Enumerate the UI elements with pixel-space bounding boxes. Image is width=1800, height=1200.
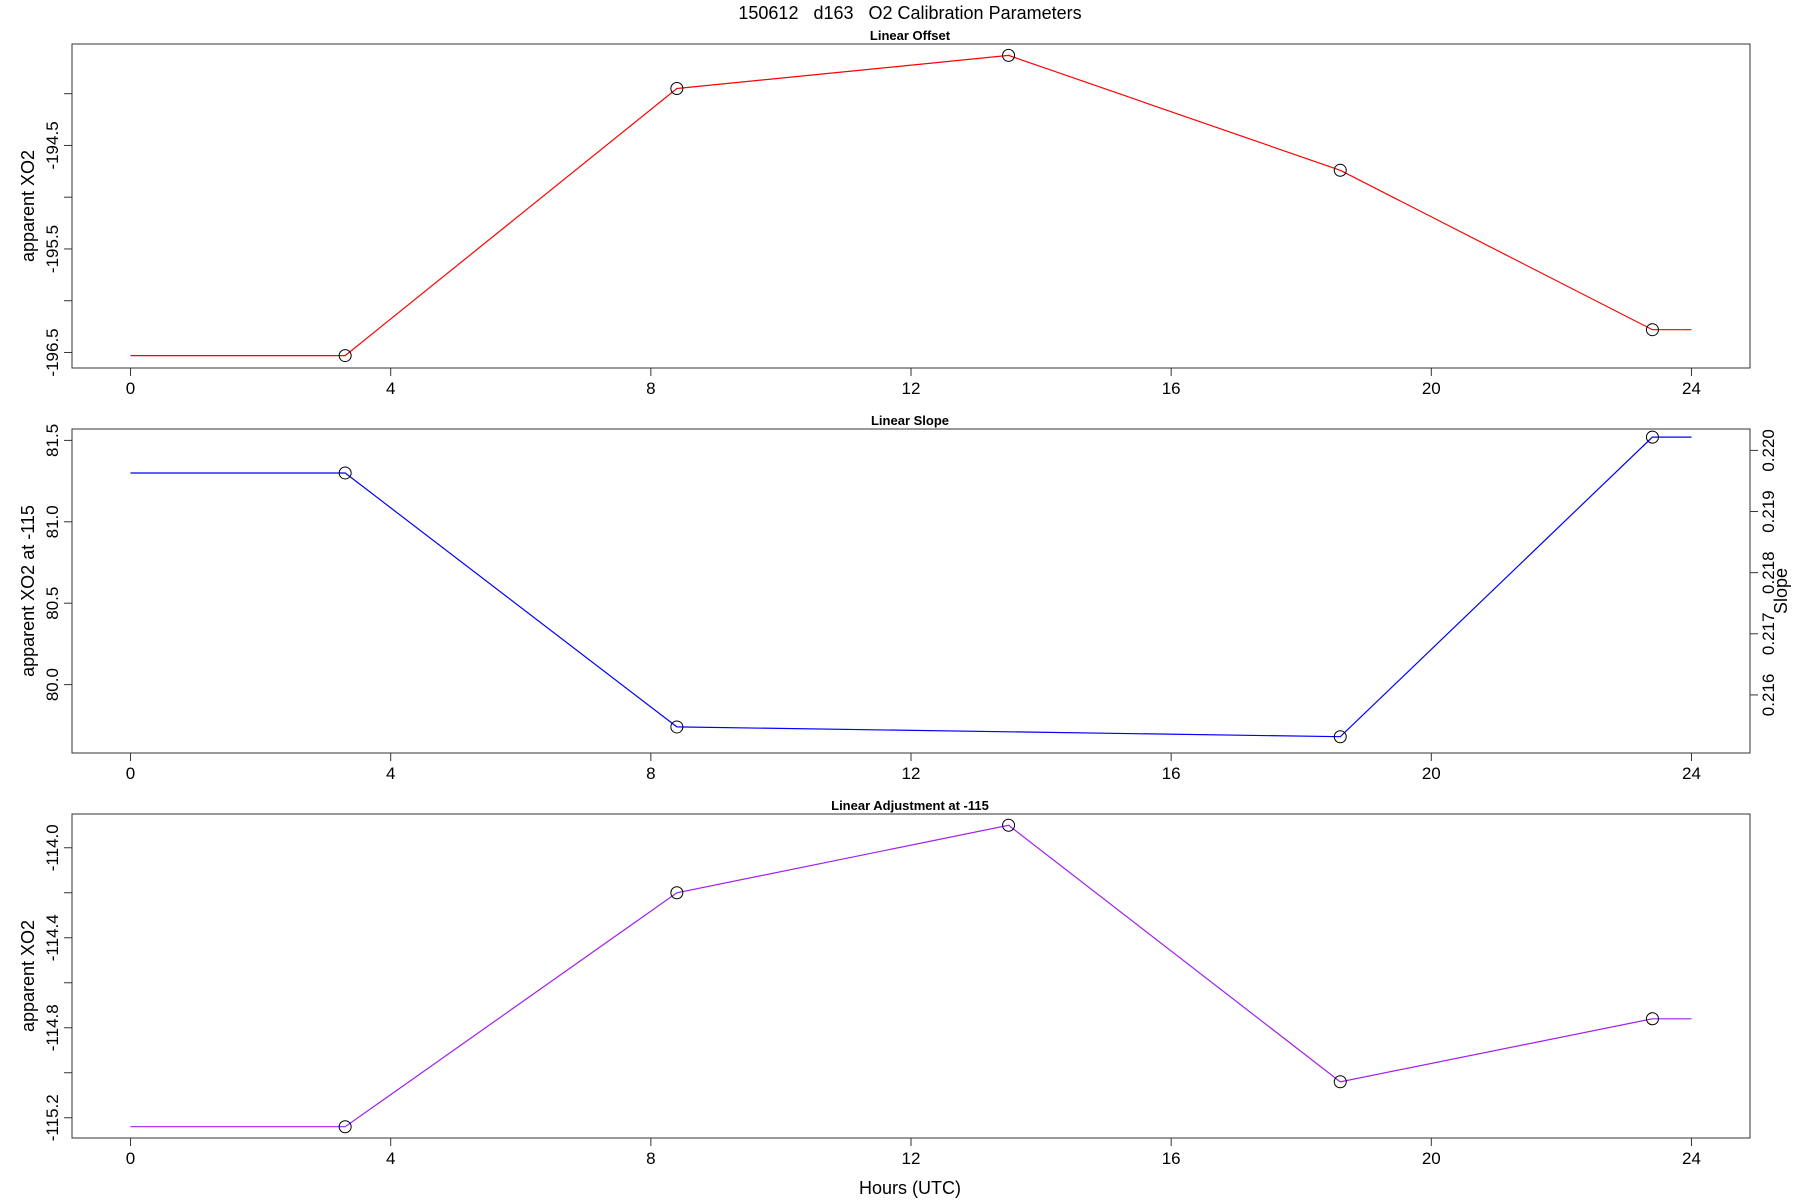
y-tick-label: 80.5: [43, 587, 62, 620]
right-y-tick-label: 0.219: [1759, 490, 1778, 533]
data-point-marker: [338, 1120, 352, 1134]
right-y-tick-label: 0.217: [1759, 613, 1778, 656]
x-tick-label: 20: [1422, 1149, 1441, 1168]
linear-offset-series-line: [130, 54, 1692, 357]
data-point-marker: [670, 886, 684, 900]
right-y-tick-label: 0.218: [1759, 551, 1778, 594]
x-tick-label: 24: [1682, 1149, 1701, 1168]
x-tick-label: 16: [1162, 1149, 1181, 1168]
right-y-tick-label: 0.220: [1759, 429, 1778, 472]
linear-slope-panel: Linear Slope 0 4 8 12 16 20 24 80.0 80.5 81.0 81.5 a…: [18, 413, 1791, 783]
y-tick-label: 81.5: [43, 424, 62, 457]
linear-offset-panel: Linear Offset 0 4 8 12 16 20 24 -196.5 -195.5 -194…: [18, 28, 1751, 398]
x-tick-label: 12: [902, 1149, 921, 1168]
linear-offset-plot-frame: [71, 43, 1751, 369]
data-point-marker: [1333, 1075, 1347, 1089]
x-tick-label: 24: [1682, 764, 1701, 783]
linear-adjustment-title: Linear Adjustment at -115: [831, 798, 989, 813]
x-tick-label: 4: [386, 1149, 395, 1168]
right-axis-label: Slope: [1771, 568, 1791, 614]
y-axis-label: apparent XO2: [18, 150, 38, 262]
linear-offset-title: Linear Offset: [870, 28, 951, 43]
x-tick-label: 16: [1162, 764, 1181, 783]
y-tick-label: -194.5: [43, 121, 62, 169]
x-tick-label: 0: [126, 379, 135, 398]
y-tick-label: -196.5: [43, 328, 62, 376]
linear-slope-series-line: [130, 436, 1692, 738]
data-point-marker: [1645, 1012, 1659, 1026]
data-point-marker: [1002, 48, 1016, 62]
y-tick-label: 80.0: [43, 668, 62, 701]
x-tick-label: 4: [386, 379, 395, 398]
x-tick-label: 4: [386, 764, 395, 783]
data-point-marker: [1333, 730, 1347, 744]
linear-adjustment-panel: Linear Adjustment at -115 0 4 8 12 16 20 24 -115…: [18, 798, 1751, 1168]
y-tick-label: -114.0: [43, 824, 62, 871]
data-point-marker: [1333, 163, 1347, 177]
data-point-marker: [338, 466, 352, 480]
x-tick-label: 8: [646, 379, 655, 398]
y-axis-label: apparent XO2: [18, 920, 38, 1032]
x-tick-label: 12: [902, 379, 921, 398]
data-point-marker: [338, 349, 352, 363]
x-tick-label: 20: [1422, 379, 1441, 398]
data-point-marker: [670, 720, 684, 734]
y-axis-label: apparent XO2 at -115: [18, 505, 38, 677]
y-tick-label: -115.2: [43, 1094, 62, 1141]
main-title: 150612 d163 O2 Calibration Parameters: [738, 3, 1081, 23]
x-tick-label: 12: [902, 764, 921, 783]
y-tick-label: 81.0: [43, 505, 62, 538]
x-tick-label: 8: [646, 1149, 655, 1168]
data-point-marker: [1002, 818, 1016, 832]
x-tick-label: 16: [1162, 379, 1181, 398]
data-point-marker: [1645, 323, 1659, 337]
y-tick-label: -114.8: [43, 1004, 62, 1051]
linear-slope-plot-frame: [71, 428, 1751, 754]
linear-adjustment-series-line: [130, 824, 1692, 1128]
x-tick-label: 8: [646, 764, 655, 783]
x-tick-label: 20: [1422, 764, 1441, 783]
x-tick-label: 24: [1682, 379, 1701, 398]
data-point-marker: [1645, 430, 1659, 444]
x-axis-label: Hours (UTC): [859, 1178, 961, 1198]
x-tick-label: 0: [126, 1149, 135, 1168]
linear-slope-title: Linear Slope: [871, 413, 949, 428]
data-point-marker: [670, 82, 684, 96]
y-tick-label: -114.4: [43, 914, 62, 961]
x-tick-label: 0: [126, 764, 135, 783]
linear-adjustment-plot-frame: [71, 813, 1751, 1139]
right-y-tick-label: 0.216: [1759, 674, 1778, 717]
y-tick-label: -195.5: [43, 225, 62, 273]
